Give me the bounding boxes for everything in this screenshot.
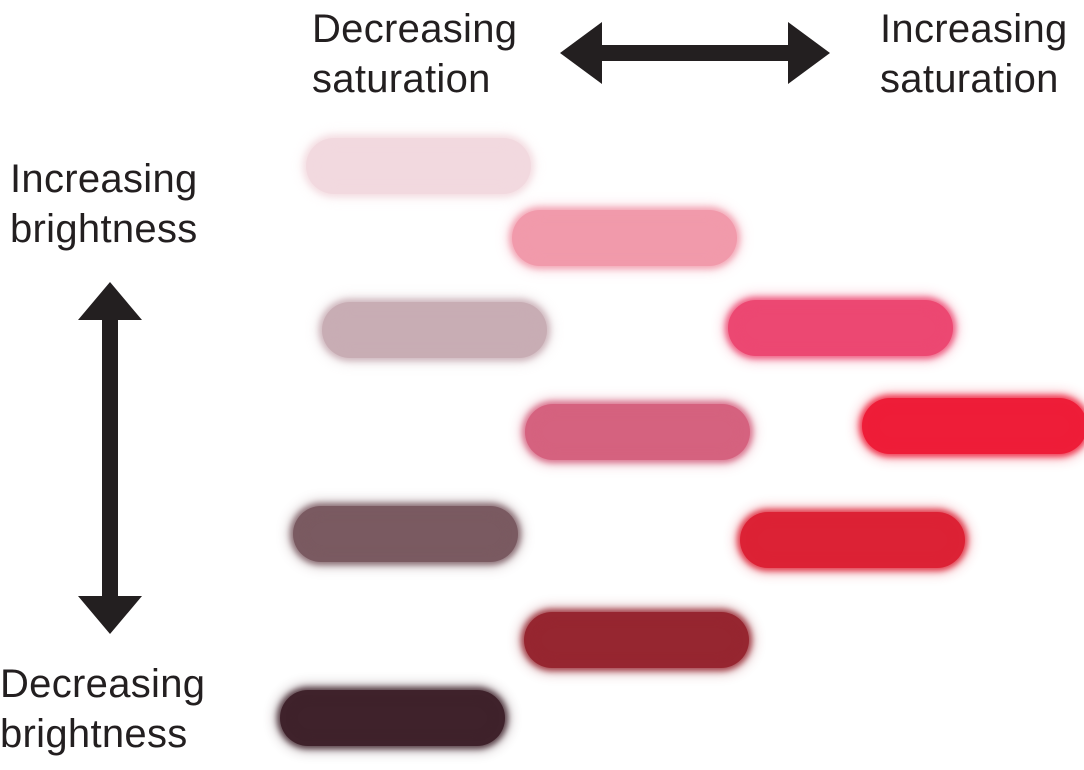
swatch-core [530,617,743,663]
swatch-core [312,143,525,189]
label-increasing-brightness: Increasing brightness [10,154,198,254]
label-line: brightness [0,712,188,756]
brightness-double-arrow-icon [78,282,142,634]
swatch-core [328,307,541,353]
label-increasing-saturation: Increasing saturation [880,4,1068,104]
saturation-double-arrow-icon [560,22,830,84]
swatch-core [531,409,744,455]
swatch-core [868,403,1081,449]
label-line: Increasing [10,157,198,201]
swatch-taupe [293,506,518,562]
label-line: saturation [880,57,1059,101]
swatch-very-dark-maroon [280,690,505,746]
swatch-pale-pink [306,138,531,194]
label-line: Decreasing [0,662,206,706]
swatch-dark-red [524,612,749,668]
swatch-core [734,305,947,351]
swatch-light-pink [512,210,737,266]
label-decreasing-saturation: Decreasing saturation [312,4,517,104]
label-line: saturation [312,57,491,101]
swatch-core [299,511,512,557]
swatch-mid-rose [525,404,750,460]
swatch-crimson [740,512,965,568]
swatch-core [518,215,731,261]
swatch-bright-pink [728,300,953,356]
swatch-light-grey-rose [322,302,547,358]
swatch-core [746,517,959,563]
label-line: Decreasing [312,7,518,51]
swatch-red [862,398,1084,454]
swatch-core [286,695,499,741]
arrow-shape [78,282,142,634]
label-decreasing-brightness: Decreasing brightness [0,659,205,759]
arrow-shape [560,22,830,84]
label-line: brightness [10,207,198,251]
label-line: Increasing [880,7,1068,51]
